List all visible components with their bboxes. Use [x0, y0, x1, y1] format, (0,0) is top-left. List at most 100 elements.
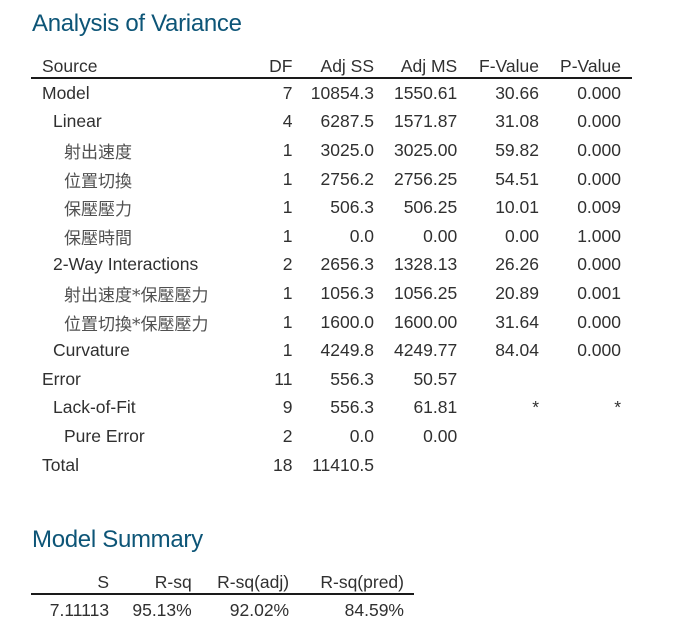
row-df: 11: [274, 368, 293, 389]
row-adj-ms: 50.57: [413, 368, 458, 389]
row-p-value: [539, 451, 632, 480]
row-source: Curvature: [53, 340, 130, 361]
row-source: Pure Error: [64, 425, 145, 446]
table-row: 保壓壓力 1 506.3 506.25 10.01 0.009: [31, 193, 632, 222]
row-adj-ss: 1056.3: [320, 282, 375, 303]
value-r-sq-pred: 84.59%: [344, 599, 404, 620]
row-p-value: 0.000: [577, 311, 621, 332]
row-df: 1: [282, 139, 293, 160]
col-df: DF: [261, 52, 293, 79]
anova-table: Source DF Adj SS Adj MS F-Value P-Value …: [31, 52, 632, 479]
row-source: Model: [42, 82, 90, 103]
table-row: 射出速度*保壓壓力 1 1056.3 1056.25 20.89 0.001: [31, 279, 632, 308]
row-p-value: 1.000: [577, 225, 621, 246]
table-row: 7.11113 95.13% 92.02% 84.59%: [31, 594, 414, 625]
row-f-value: 20.89: [495, 282, 539, 303]
row-df: 4: [282, 111, 293, 132]
row-adj-ss: 6287.5: [320, 111, 375, 132]
row-adj-ss: 0.0: [349, 225, 375, 246]
row-adj-ss: 506.3: [330, 197, 375, 218]
col-adj-ms: Adj MS: [374, 52, 458, 79]
table-row: Pure Error 2 0.0 0.00: [31, 422, 632, 451]
row-f-value: 10.01: [495, 197, 539, 218]
value-r-sq-adj: 92.02%: [229, 599, 290, 620]
row-p-value: 0.000: [577, 254, 621, 275]
row-adj-ss: 556.3: [330, 397, 375, 418]
col-r-sq-pred: R-sq(pred): [289, 568, 414, 595]
row-p-value: 0.009: [577, 197, 621, 218]
row-adj-ms: 1056.25: [393, 282, 458, 303]
row-f-value: 31.08: [495, 111, 539, 132]
row-adj-ms: 506.25: [403, 197, 458, 218]
row-f-value: 30.66: [495, 82, 539, 103]
col-adj-ss: Adj SS: [292, 52, 375, 79]
row-source: 2-Way Interactions: [53, 254, 199, 275]
row-p-value: [539, 365, 632, 394]
row-f-value: [457, 365, 539, 394]
row-f-value: 59.82: [495, 139, 539, 160]
row-adj-ss: 2656.3: [320, 254, 375, 275]
row-adj-ms: 1550.61: [393, 82, 458, 103]
row-source: Total: [42, 454, 79, 475]
row-p-value: 0.000: [577, 340, 621, 361]
row-f-value: 54.51: [495, 168, 539, 189]
row-p-value: 0.000: [577, 139, 621, 160]
col-source: Source: [31, 52, 262, 79]
row-p-value: 0.000: [577, 168, 621, 189]
row-adj-ss: 1600.0: [320, 311, 375, 332]
row-source: 射出速度*保壓壓力: [64, 285, 209, 306]
anova-header-row: Source DF Adj SS Adj MS F-Value P-Value: [31, 52, 632, 79]
row-f-value: 26.26: [495, 254, 539, 275]
row-df: 1: [282, 225, 293, 246]
summary-header-row: S R-sq R-sq(adj) R-sq(pred): [31, 568, 414, 595]
table-row: Model 7 10854.3 1550.61 30.66 0.000: [31, 78, 632, 108]
row-adj-ms: 0.00: [423, 425, 458, 446]
row-adj-ms: 1600.00: [393, 311, 458, 332]
table-row: Total 18 11410.5: [31, 451, 632, 480]
row-source: 射出速度: [64, 142, 132, 163]
col-p-value: P-Value: [539, 52, 632, 79]
row-source: Linear: [53, 111, 102, 132]
row-adj-ms: [374, 451, 457, 480]
table-row: Linear 4 6287.5 1571.87 31.08 0.000: [31, 108, 632, 137]
row-p-value: *: [614, 397, 621, 418]
row-df: 7: [282, 82, 293, 103]
table-row: 射出速度 1 3025.0 3025.00 59.82 0.000: [31, 136, 632, 165]
row-adj-ss: 3025.0: [320, 139, 375, 160]
value-r-sq: 95.13%: [132, 599, 192, 620]
table-row: Lack-of-Fit 9 556.3 61.81 * *: [31, 394, 632, 423]
row-p-value: 0.001: [577, 282, 621, 303]
row-adj-ss: 10854.3: [310, 82, 375, 103]
row-source: 保壓壓力: [64, 200, 132, 221]
row-adj-ms: 2756.25: [393, 168, 458, 189]
model-summary-title: Model Summary: [32, 526, 203, 553]
row-df: 18: [272, 454, 293, 475]
row-source: Error: [42, 368, 81, 389]
table-row: 位置切換 1 2756.2 2756.25 54.51 0.000: [31, 165, 632, 194]
row-source: Lack-of-Fit: [53, 397, 136, 418]
row-adj-ss: 556.3: [330, 368, 375, 389]
row-f-value: [457, 422, 539, 451]
row-f-value: *: [532, 397, 539, 418]
row-f-value: 31.64: [495, 311, 539, 332]
row-f-value: [457, 451, 539, 480]
row-df: 1: [282, 168, 293, 189]
row-f-value: 0.00: [504, 225, 539, 246]
col-s: S: [31, 568, 110, 595]
row-source: 保壓時間: [64, 228, 132, 249]
row-f-value: 84.04: [495, 340, 539, 361]
table-row: 2-Way Interactions 2 2656.3 1328.13 26.2…: [31, 251, 632, 280]
row-source: 位置切換*保壓壓力: [64, 314, 209, 335]
row-df: 2: [282, 425, 293, 446]
col-r-sq-adj: R-sq(adj): [191, 568, 290, 595]
anova-title: Analysis of Variance: [32, 10, 242, 37]
table-row: 位置切換*保壓壓力 1 1600.0 1600.00 31.64 0.000: [31, 308, 632, 337]
row-df: 1: [282, 197, 293, 218]
row-df: 9: [282, 397, 293, 418]
row-adj-ms: 4249.77: [393, 340, 458, 361]
table-row: 保壓時間 1 0.0 0.00 0.00 1.000: [31, 222, 632, 251]
row-p-value: [539, 422, 632, 451]
row-adj-ms: 61.81: [413, 397, 458, 418]
row-source: 位置切換: [64, 171, 132, 192]
row-df: 2: [282, 254, 293, 275]
